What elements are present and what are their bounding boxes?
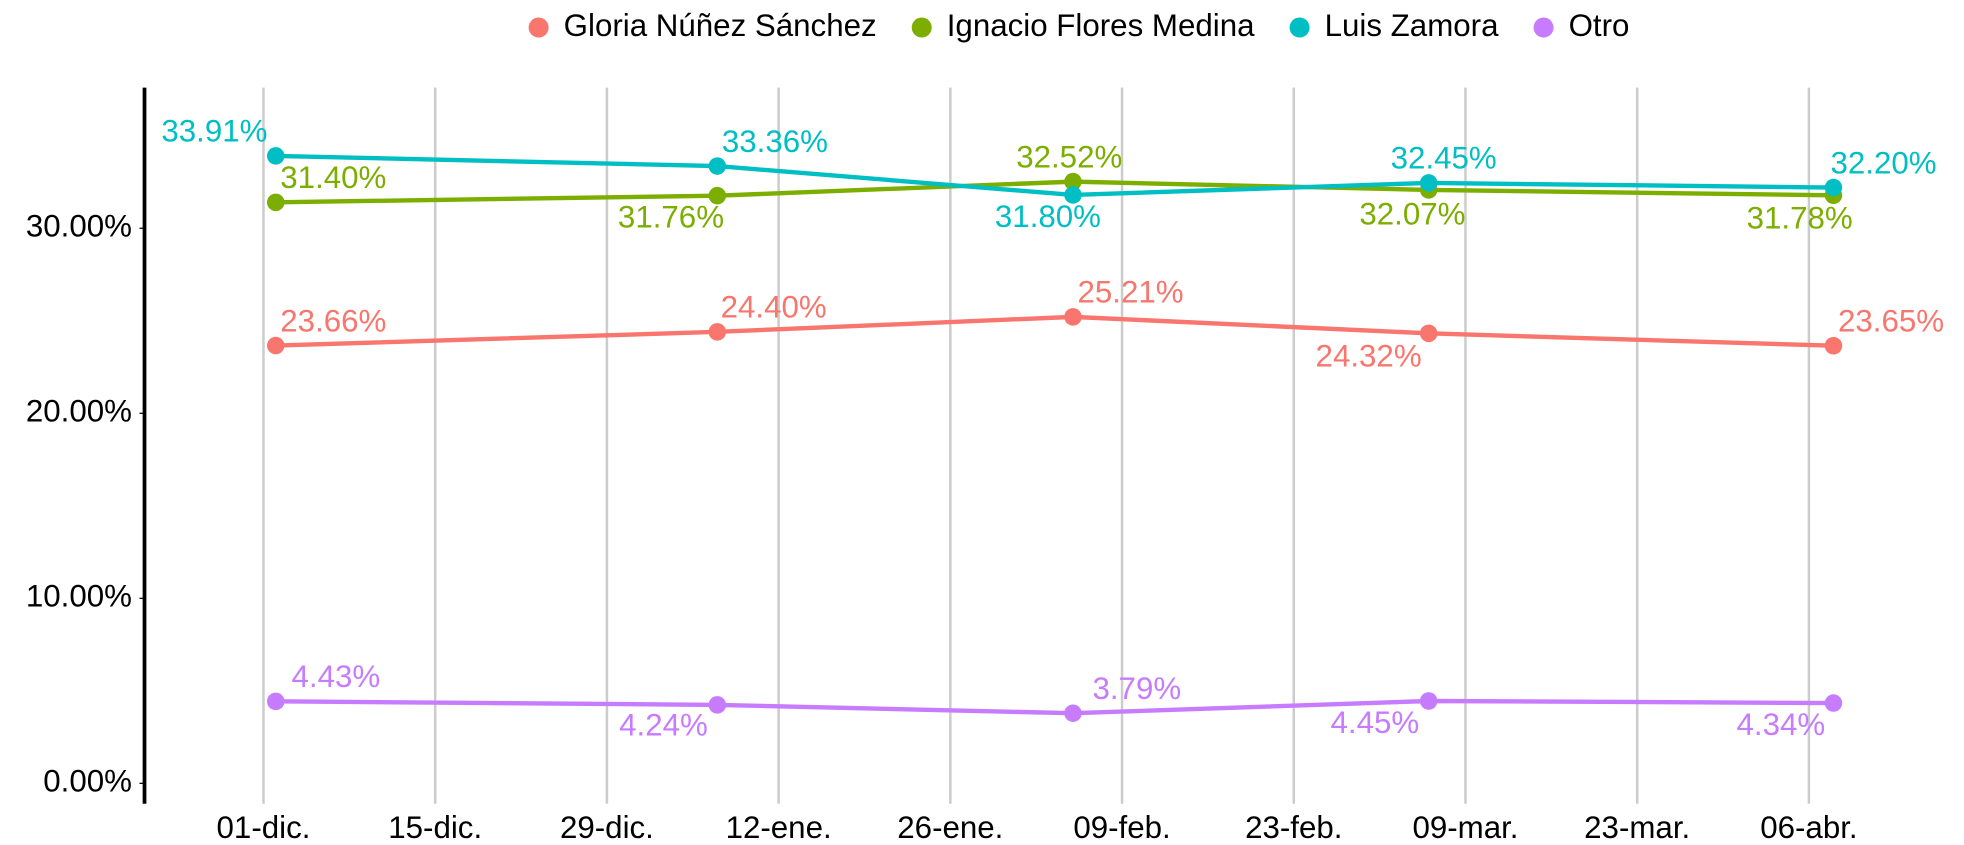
- legend-label: Gloria Núñez Sánchez: [564, 8, 877, 43]
- point: [708, 323, 727, 341]
- legend: Gloria Núñez Sánchez Ignacio Flores Medin…: [528, 8, 1630, 43]
- data-label: 31.80%: [995, 199, 1101, 234]
- data-label: 31.40%: [280, 160, 386, 195]
- y-tick-label: 10.00%: [26, 579, 132, 614]
- data-label: 23.65%: [1838, 303, 1944, 338]
- data-label: 31.76%: [618, 200, 724, 235]
- legend-marker: [1289, 17, 1310, 38]
- point: [1419, 324, 1438, 343]
- data-label: 4.45%: [1331, 705, 1420, 740]
- data-label: 32.52%: [1016, 139, 1122, 174]
- data-label: 32.20%: [1830, 145, 1936, 180]
- data-label: 32.07%: [1359, 197, 1465, 232]
- x-tick-label: 23-feb.: [1245, 810, 1342, 845]
- point: [1824, 336, 1843, 355]
- x-tick-label: 26-ene.: [897, 810, 1003, 845]
- point: [1064, 704, 1082, 722]
- data-label: 4.24%: [619, 708, 708, 743]
- line: [275, 314, 1834, 348]
- data-label: 25.21%: [1078, 275, 1184, 310]
- data-label: 32.45%: [1391, 141, 1497, 176]
- legend-marker: [1533, 17, 1554, 38]
- point: [266, 147, 285, 165]
- data-label: 4.34%: [1737, 707, 1826, 742]
- point: [1419, 174, 1438, 192]
- point: [266, 193, 285, 212]
- point: [266, 692, 285, 711]
- data-label: 24.40%: [721, 290, 827, 325]
- data-label: 31.78%: [1747, 201, 1853, 236]
- point: [1064, 186, 1082, 204]
- point: [708, 157, 727, 175]
- x-tick-label: 23-mar.: [1584, 810, 1690, 845]
- legend-label: Ignacio Flores Medina: [947, 8, 1255, 43]
- x-tick-label: 06-abr.: [1760, 810, 1857, 845]
- x-tick-label: 12-ene.: [726, 810, 832, 845]
- point: [708, 696, 727, 714]
- point: [1824, 178, 1843, 197]
- y-tick-label: 20.00%: [26, 394, 132, 429]
- point: [1419, 692, 1438, 710]
- legend-label: Otro: [1569, 8, 1630, 43]
- legend-label: Luis Zamora: [1325, 8, 1499, 43]
- line: [275, 698, 1834, 716]
- x-tick-label: 15-dic.: [388, 810, 482, 845]
- point: [1064, 172, 1082, 191]
- x-tick-label: 09-mar.: [1412, 810, 1518, 845]
- point: [1064, 308, 1082, 326]
- x-tick-label: 29-dic.: [560, 810, 654, 845]
- point: [1824, 694, 1843, 712]
- data-label: 3.79%: [1092, 671, 1181, 706]
- data-label: 33.91%: [161, 114, 267, 149]
- data-label: 23.66%: [280, 303, 386, 338]
- x-tick-label: 01-dic.: [217, 810, 311, 845]
- legend-marker: [911, 17, 932, 38]
- x-tick-label: 09-feb.: [1073, 810, 1170, 845]
- legend-marker: [528, 17, 549, 38]
- data-label: 4.43%: [291, 659, 380, 694]
- y-tick-label: 30.00%: [26, 209, 132, 244]
- y-tick-label: 0.00%: [43, 764, 132, 799]
- data-label: 33.36%: [722, 124, 828, 159]
- data-label: 24.32%: [1316, 339, 1422, 374]
- point: [266, 336, 285, 355]
- point: [708, 186, 727, 205]
